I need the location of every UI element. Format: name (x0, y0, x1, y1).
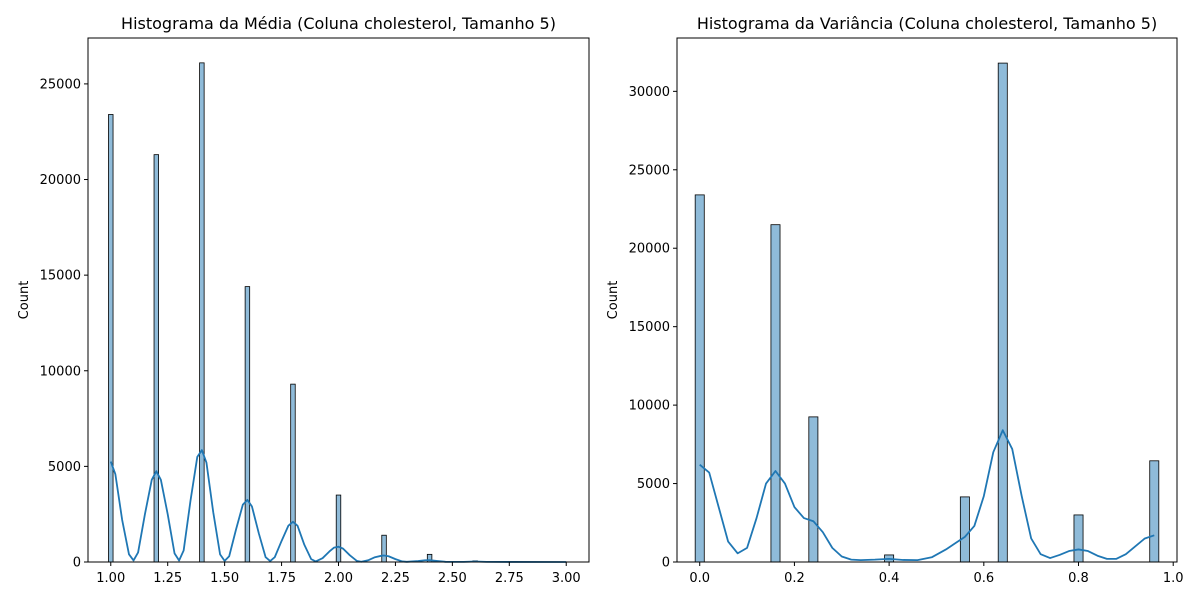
chart-2-x-tick-label-5: 1.0 (1163, 571, 1184, 586)
chart-2-x-tick-label-1: 0.2 (784, 571, 805, 586)
chart-1-title: Histograma da Média (Coluna cholesterol,… (121, 14, 556, 33)
chart-1-x-tick-label-0: 1.00 (96, 571, 125, 586)
chart-1-y-tick-label-0: 0 (73, 556, 81, 571)
chart-2-x-tick-label-0: 0.0 (689, 571, 710, 586)
chart-2-bar-1 (770, 224, 781, 563)
chart-1-y-axis-label: Count (17, 281, 32, 320)
chart-1-bar-0 (108, 114, 114, 563)
chart-1-plot-frame (87, 37, 590, 563)
chart-1-x-tick-label-4: 2.00 (324, 571, 353, 586)
chart-1-bar-2 (199, 62, 205, 563)
chart-2-y-tick-label-0: 0 (662, 556, 670, 571)
chart-2-bar-4 (959, 496, 970, 563)
chart-2-title: Histograma da Variância (Coluna choleste… (697, 14, 1157, 33)
chart-2-y-tick-label-3: 15000 (629, 320, 670, 335)
chart-2-x-tick-label-2: 0.4 (879, 571, 900, 586)
chart-1-bar-3 (244, 286, 251, 563)
chart-2-y-tick-label-1: 5000 (637, 477, 670, 492)
chart-2-y-tick-label-5: 25000 (629, 163, 670, 178)
chart-1-y-tick-label-1: 5000 (48, 460, 81, 475)
chart-2-y-axis-label: Count (606, 281, 621, 320)
chart-1-x-tick-label-3: 1.75 (267, 571, 296, 586)
chart-2-bar-2 (808, 416, 819, 563)
chart-1-x-tick-label-8: 3.00 (552, 571, 581, 586)
chart-1-x-tick-label-6: 2.50 (438, 571, 467, 586)
chart-2-x-tick-label-4: 0.8 (1068, 571, 1089, 586)
chart-1-bar-4 (290, 383, 296, 563)
chart-1-bar-5 (335, 494, 342, 563)
chart-2-bar-6 (1073, 514, 1084, 563)
chart-2-bar-7 (1149, 460, 1160, 563)
chart-1-x-tick-label-5: 2.25 (381, 571, 410, 586)
chart-1-x-tick-label-7: 2.75 (495, 571, 524, 586)
chart-1-x-tick-label-2: 1.50 (210, 571, 239, 586)
chart-1-y-tick-label-5: 25000 (40, 77, 81, 92)
chart-2-y-tick-label-4: 20000 (629, 242, 670, 257)
chart-1-y-tick-label-2: 10000 (40, 364, 81, 379)
chart-1-y-tick-label-4: 20000 (40, 173, 81, 188)
chart-1-bar-1 (153, 154, 159, 563)
chart-1-x-tick-label-1: 1.25 (153, 571, 182, 586)
chart-2-kde-line (699, 429, 1155, 562)
chart-2-y-tick-label-6: 30000 (629, 85, 670, 100)
chart-1-y-tick-label-3: 15000 (40, 269, 81, 284)
chart-2-x-tick-label-3: 0.6 (973, 571, 994, 586)
chart-1-bar-6 (381, 534, 387, 563)
chart-2-bar-5 (997, 62, 1008, 563)
chart-2-plot-frame (676, 37, 1178, 563)
chart-2-y-tick-label-2: 10000 (629, 399, 670, 414)
chart-2-bar-0 (694, 194, 705, 563)
